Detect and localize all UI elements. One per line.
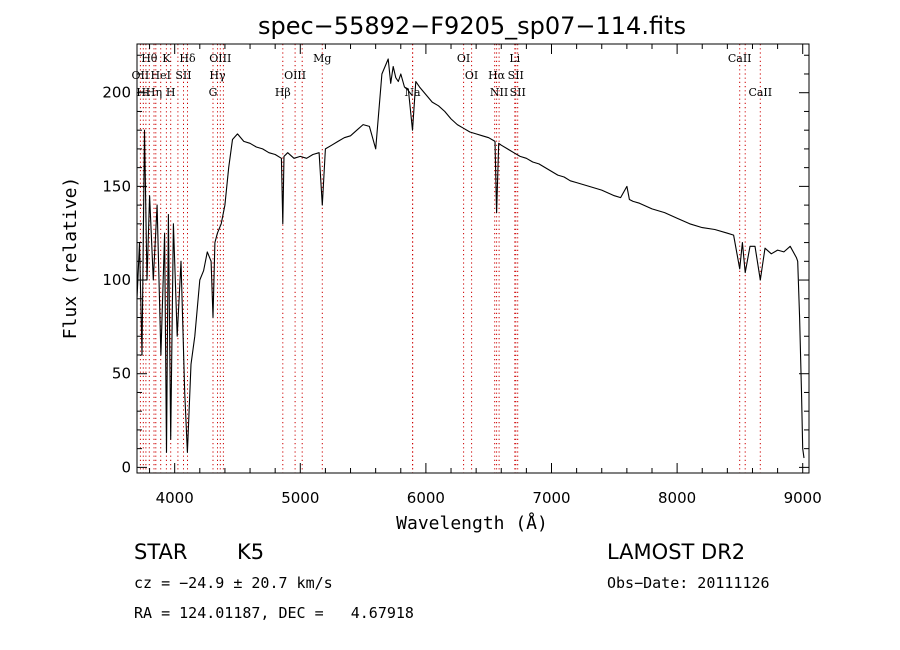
y-tick-label: 200 bbox=[102, 84, 131, 102]
line-label: Hγ bbox=[209, 69, 226, 82]
line-label: Hδ bbox=[179, 52, 196, 65]
x-tick-label: 5000 bbox=[281, 489, 319, 507]
spectrum-line bbox=[136, 58, 805, 459]
line-label: K bbox=[162, 52, 171, 65]
y-axis-label: Flux (relative) bbox=[60, 177, 81, 340]
x-tick-label: 6000 bbox=[407, 489, 445, 507]
y-tick-label: 150 bbox=[102, 177, 131, 195]
chart-title: spec−55892−F9205_sp07−114.fits bbox=[258, 12, 686, 40]
x-axis-label: Wavelength (Å) bbox=[396, 512, 548, 534]
survey-name: LAMOST DR2 bbox=[607, 540, 746, 564]
coordinates-readout: RA = 124.01187, DEC = 4.67918 bbox=[134, 604, 414, 622]
line-label: Li bbox=[509, 52, 520, 65]
line-label: Hη bbox=[146, 86, 162, 99]
line-label: SII bbox=[510, 86, 526, 99]
object-subclass: K5 bbox=[237, 540, 265, 564]
object-class: STAR bbox=[134, 540, 188, 564]
line-label: Mg bbox=[313, 52, 331, 65]
line-label: OII bbox=[132, 69, 150, 82]
line-label: H bbox=[166, 86, 176, 99]
y-tick-label: 0 bbox=[121, 458, 131, 476]
redshift-readout: cz = −24.9 ± 20.7 km/s bbox=[134, 574, 333, 592]
x-tick-label: 4000 bbox=[156, 489, 194, 507]
line-label: Hθ bbox=[141, 52, 158, 65]
y-tick-labels: 0 50 100 150 200 bbox=[102, 84, 131, 477]
observation-date: Obs−Date: 20111126 bbox=[607, 574, 770, 592]
line-label: CaII bbox=[728, 52, 752, 65]
line-label: CaII bbox=[748, 86, 772, 99]
y-tick-label: 50 bbox=[112, 365, 131, 383]
x-tick-labels: 4000 5000 6000 7000 8000 9000 bbox=[156, 489, 822, 507]
plot-frame bbox=[136, 43, 810, 474]
x-tick-label: 9000 bbox=[784, 489, 822, 507]
axis-ticks bbox=[137, 44, 809, 473]
line-label: SII bbox=[175, 69, 191, 82]
spectral-line-markers bbox=[139, 44, 761, 473]
y-tick-label: 100 bbox=[102, 271, 131, 289]
line-label: OI bbox=[465, 69, 478, 82]
line-label: SII bbox=[508, 69, 524, 82]
line-label: OI bbox=[457, 52, 470, 65]
line-label: Hβ bbox=[275, 86, 291, 99]
line-label: OIII bbox=[209, 52, 231, 65]
line-label: HeI bbox=[150, 69, 170, 82]
line-label: NII bbox=[490, 86, 508, 99]
line-label: Hα bbox=[488, 69, 506, 82]
line-label: OIII bbox=[284, 69, 306, 82]
x-tick-label: 8000 bbox=[658, 489, 696, 507]
line-label: G bbox=[209, 86, 218, 99]
x-tick-label: 7000 bbox=[532, 489, 570, 507]
